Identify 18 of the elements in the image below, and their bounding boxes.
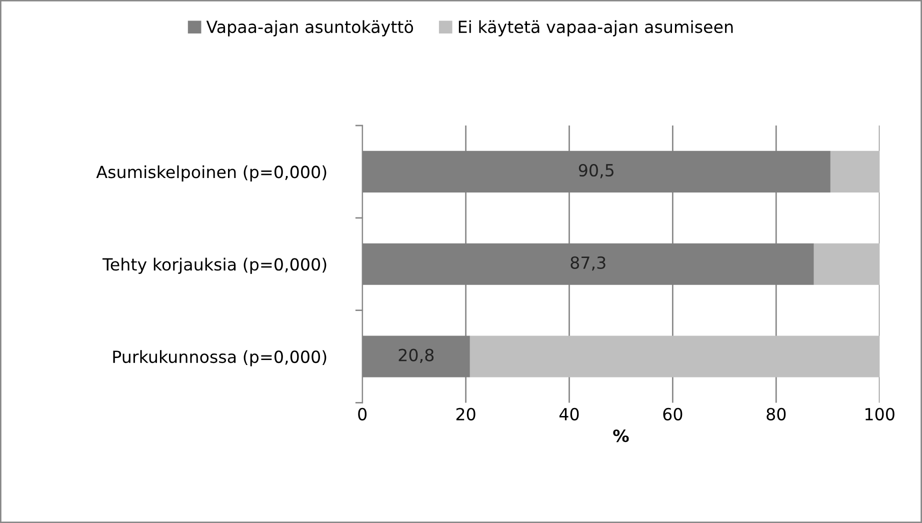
legend-label: Ei käytetä vapaa-ajan asumiseen bbox=[458, 20, 733, 36]
data-label: 87,3 bbox=[570, 256, 606, 271]
bar bbox=[470, 336, 880, 378]
x-tick-label: 0 bbox=[358, 408, 367, 420]
x-axis-title: % bbox=[613, 430, 629, 442]
data-label: 20,8 bbox=[398, 348, 434, 364]
y-tick-label: Tehty korjauksia (p=0,000) bbox=[102, 258, 326, 274]
x-tick-label: 40 bbox=[559, 408, 579, 420]
x-tick-label: 100 bbox=[866, 408, 894, 420]
bar bbox=[814, 243, 880, 285]
x-tick-label: 80 bbox=[766, 408, 786, 420]
x-tick-label: 60 bbox=[663, 408, 682, 420]
legend-label: Vapaa-ajan asuntokäyttö bbox=[206, 20, 414, 36]
data-label: 90,5 bbox=[578, 164, 614, 178]
x-tick-label: 20 bbox=[456, 408, 476, 420]
y-tick-label: Asumiskelpoinen (p=0,000) bbox=[96, 165, 326, 182]
y-tick-label: Purkukunnossa (p=0,000) bbox=[113, 350, 326, 366]
bar bbox=[830, 150, 880, 193]
